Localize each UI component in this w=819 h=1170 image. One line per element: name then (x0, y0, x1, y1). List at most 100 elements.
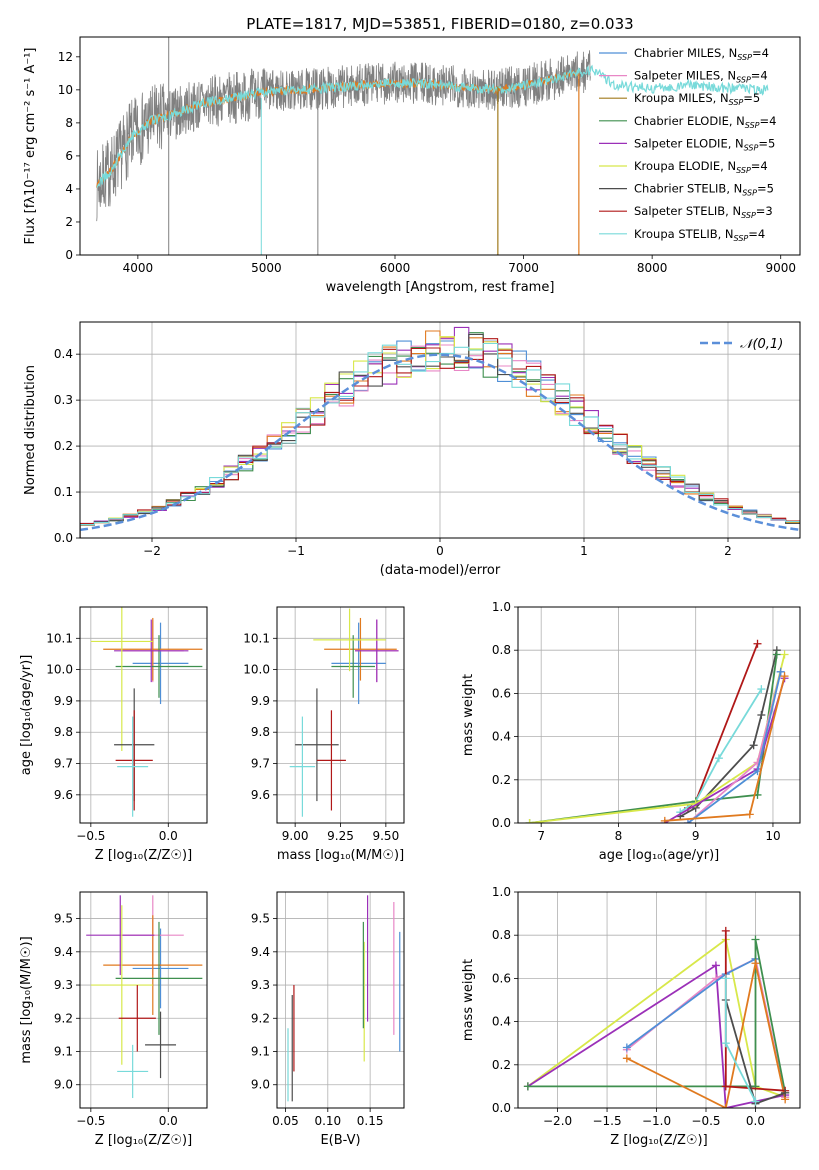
y-tick-label: 9.8 (54, 725, 73, 739)
y-axis-label: Flux [fλ10⁻¹⁷ erg cm⁻² s⁻¹ A⁻¹] (23, 48, 38, 245)
y-tick-label: 0.0 (492, 1101, 511, 1115)
y-tick-label: 0.4 (492, 1015, 511, 1029)
x-tick-label: 8 (615, 829, 623, 843)
y-tick-label: 9.6 (251, 788, 270, 802)
y-tick-label: 1.0 (492, 885, 511, 899)
age-vs-mass-panel-plot (289, 608, 399, 817)
y-tick-label: 9.2 (54, 1011, 73, 1025)
y-tick-label: 0.2 (492, 773, 511, 787)
weight-marker-kroupa_stelib (757, 685, 766, 694)
weight-marker-kroupa_stelib (721, 974, 730, 983)
y-tick-label: 10.1 (243, 631, 270, 645)
legend-entry: Kroupa MILES, NSSP=5 (634, 91, 760, 107)
y-tick-label: 0.4 (492, 730, 511, 744)
weight-vs-age-panel: 7 8 9 10 0.0 0.2 0.4 0.6 0.8 1.0 age [log₁₀(age/yr… (461, 600, 801, 863)
y-tick-label: 0.1 (54, 485, 73, 499)
weight-line-chabrier_elodie (527, 939, 787, 1094)
x-tick-label: 6000 (380, 261, 411, 275)
y-axis-label: Normed distribution (23, 365, 38, 495)
x-tick-label: 5000 (251, 261, 282, 275)
gaussian-reference-curve (80, 353, 800, 532)
weight-line-salpeter_stelib (687, 643, 759, 809)
weight-line-chabrier_stelib (679, 649, 778, 818)
y-tick-label: 9.0 (251, 1078, 270, 1092)
y-tick-label: 9.7 (251, 757, 270, 771)
age-vs-metallicity-panel-frame (79, 606, 208, 824)
weight-vs-metallicity-panel-plot (523, 926, 790, 1108)
weight-line-kroupa_stelib (679, 688, 763, 813)
weight-marker-orange (660, 816, 669, 823)
weight-line-kroupa_elodie (527, 937, 786, 1099)
x-tick-label: 0.15 (357, 1114, 384, 1128)
x-tick-label: −0.5 (691, 1114, 720, 1128)
legend-entry: Chabrier MILES, NSSP=4 (634, 46, 769, 62)
weight-marker-orange (780, 672, 789, 681)
x-tick-label: 0.10 (314, 1114, 341, 1128)
spectrum-panel-plot (96, 37, 769, 255)
weight-vs-metallicity-panel-frame (517, 891, 801, 1109)
y-tick-label: 2 (65, 215, 73, 229)
weight-marker-chabrier_miles (776, 667, 785, 676)
histogram-panel: −2 −1 0 1 2 0.0 0.1 0.2 0.3 0.4 (data-model)/error… (23, 321, 801, 578)
weight-marker-orange (622, 1054, 631, 1063)
x-tick-label: 9.00 (282, 829, 309, 843)
y-tick-label: 9.5 (251, 912, 270, 926)
weight-marker-chabrier_stelib (749, 741, 758, 750)
histogram-step-salpeter_stelib (80, 338, 800, 538)
weight-marker-kroupa_stelib (721, 1039, 730, 1048)
panels: 4000 5000 6000 7000 8000 9000024681012wavelen… (19, 36, 801, 1148)
y-tick-label: 12 (58, 50, 73, 64)
y-tick-label: 9.8 (251, 725, 270, 739)
x-tick-label: 7000 (508, 261, 539, 275)
y-axis-label: mass [log₁₀(M/M☉)] (19, 936, 34, 1063)
y-tick-label: 10.0 (243, 663, 270, 677)
y-tick-label: 10 (58, 83, 73, 97)
x-tick-label: 0 (436, 544, 444, 558)
histogram-panel-plot (80, 326, 800, 538)
legend-entry: Kroupa STELIB, NSSP=4 (634, 227, 765, 243)
weight-marker-salpeter_stelib (721, 926, 730, 935)
weight-line-chabrier_elodie (529, 654, 778, 823)
mass-vs-metallicity-panel-plot (86, 895, 203, 1099)
mass-vs-metallicity-panel: −0.5 0.0 9.0 9.1 9.2 9.3 9.4 9.5 Z [log₁₀(Z/Z☉)]… (19, 891, 208, 1148)
x-tick-label: −2 (143, 544, 161, 558)
legend-entry: Kroupa ELODIE, NSSP=4 (634, 159, 768, 175)
weight-marker-salpeter_stelib (721, 1082, 730, 1091)
weight-marker-chabrier_miles (683, 819, 692, 823)
y-tick-label: 0.8 (492, 928, 511, 942)
age-vs-metallicity-panel-grid (80, 607, 207, 823)
x-tick-label: 0.05 (272, 1114, 299, 1128)
y-tick-label: 0.6 (492, 971, 511, 985)
x-tick-label: −0.5 (76, 829, 105, 843)
weight-marker-salpeter_elodie (711, 961, 720, 970)
y-tick-label: 0.4 (54, 347, 73, 361)
x-tick-label: 9 (692, 829, 700, 843)
mass-vs-metallicity-panel-grid (80, 892, 207, 1108)
legend-entry: 𝒩(0,1) (740, 337, 783, 352)
x-tick-label: −1.0 (642, 1114, 671, 1128)
y-tick-label: 6 (65, 149, 73, 163)
x-axis-label: mass [log₁₀(M/M☉)] (277, 848, 404, 863)
weight-marker-chabrier_stelib (781, 1088, 790, 1097)
x-tick-label: 1 (580, 544, 588, 558)
legend-entry: Salpeter STELIB, NSSP=3 (634, 204, 773, 220)
age-vs-mass-panel-grid (277, 607, 404, 823)
weight-marker-kroupa_elodie (525, 819, 534, 823)
y-tick-label: 0.6 (492, 686, 511, 700)
x-tick-label: 9.25 (327, 829, 354, 843)
x-tick-label: 4000 (123, 261, 154, 275)
y-axis-label: age [log₁₀(age/yr)] (19, 655, 34, 776)
age-vs-mass-panel: 9.00 9.25 9.50 9.6 9.7 9.8 9.9 10.0 10.1 mass [lo… (243, 606, 405, 863)
weight-marker-orange (745, 810, 754, 819)
x-tick-label: 0.0 (746, 1114, 765, 1128)
y-tick-label: 9.3 (54, 978, 73, 992)
weight-marker-kroupa_stelib (751, 1097, 760, 1106)
x-tick-label: 8000 (637, 261, 668, 275)
y-tick-label: 9.3 (251, 978, 270, 992)
spectrum-panel-frame (79, 36, 801, 256)
mass-vs-extinction-panel-frame (276, 891, 405, 1109)
x-tick-label: 10 (765, 829, 780, 843)
y-tick-label: 0.3 (54, 393, 73, 407)
y-tick-label: 0.8 (492, 643, 511, 657)
